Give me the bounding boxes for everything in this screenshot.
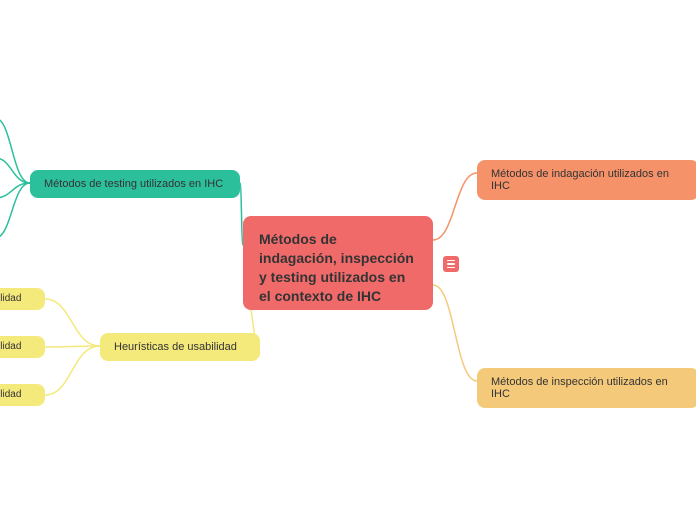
node-heuristicas[interactable]: Heurísticas de usabilidad [100,333,260,361]
leaf-usabilidad-1[interactable]: e usabilidad [0,288,45,310]
mindmap-canvas: { "background_color": "#ffffff", "centra… [0,0,696,520]
leaf-usabilidad-2[interactable]: e usabilidad [0,336,45,358]
notes-icon[interactable] [443,256,459,272]
leaf-usabilidad-3[interactable]: e usabilidad [0,384,45,406]
node-testing[interactable]: Métodos de testing utilizados en IHC [30,170,240,198]
node-indagacion[interactable]: Métodos de indagación utilizados en IHC [477,160,696,200]
node-inspeccion[interactable]: Métodos de inspección utilizados en IHC [477,368,696,408]
central-node[interactable]: Métodos de indagación, inspección y test… [243,216,433,310]
